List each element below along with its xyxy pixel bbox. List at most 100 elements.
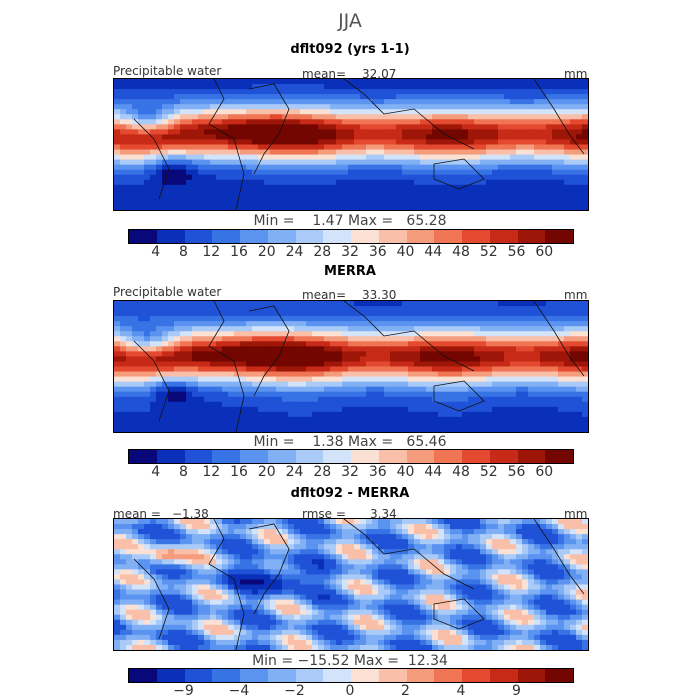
field-cell (114, 519, 121, 525)
field-cell (372, 119, 379, 125)
field-cell (558, 149, 565, 156)
field-cell (576, 189, 583, 196)
field-cell (354, 554, 361, 560)
field-cell (252, 84, 259, 90)
field-cell (342, 381, 349, 388)
field-cell (396, 326, 403, 332)
field-cell (252, 549, 259, 555)
field-cell (342, 549, 349, 555)
field-cell (168, 554, 175, 560)
field-cell (516, 194, 523, 201)
field-cell (318, 519, 325, 525)
field-cell (402, 301, 409, 307)
field-cell (534, 519, 541, 525)
field-cell (474, 534, 481, 540)
field-cell (462, 174, 469, 181)
field-cell (540, 184, 547, 191)
field-cell (216, 341, 223, 347)
field-cell (174, 564, 181, 570)
field-cell (174, 154, 181, 161)
field-cell (222, 184, 229, 191)
field-cell (126, 316, 133, 322)
field-cell (402, 386, 409, 393)
field-cell (570, 79, 577, 85)
field-cell (504, 366, 511, 373)
field-cell (174, 316, 181, 322)
field-cell (546, 421, 553, 428)
field-cell (324, 321, 331, 327)
field-cell (414, 371, 421, 378)
field-cell (450, 549, 457, 555)
field-cell (228, 114, 235, 120)
field-cell (468, 311, 475, 317)
field-cell (324, 301, 331, 307)
field-cell (240, 346, 247, 352)
field-cell (492, 184, 499, 191)
field-cell (540, 169, 547, 176)
field-cell (414, 534, 421, 540)
field-cell (330, 189, 337, 196)
field-cell (282, 559, 289, 565)
field-cell (150, 416, 157, 423)
field-cell (156, 381, 163, 388)
field-cell (450, 321, 457, 327)
field-cell (342, 401, 349, 408)
field-cell (252, 99, 259, 105)
field-cell (546, 386, 553, 393)
field-cell (318, 204, 325, 210)
field-cell (240, 544, 247, 550)
field-cell (330, 376, 337, 383)
field-cell (534, 376, 541, 383)
field-cell (534, 119, 541, 125)
field-cell (396, 426, 403, 432)
colorbar-swatch (184, 230, 213, 243)
field-cell (582, 519, 588, 525)
field-cell (480, 331, 487, 337)
field-cell (438, 534, 445, 540)
field-cell (354, 149, 361, 156)
field-cell (222, 529, 229, 535)
field-cell (198, 406, 205, 413)
field-cell (528, 396, 535, 403)
field-cell (558, 84, 565, 90)
field-cell (534, 396, 541, 403)
field-cell (582, 94, 588, 100)
field-cell (564, 109, 571, 115)
field-cell (132, 199, 139, 206)
field-cell (414, 189, 421, 196)
field-cell (552, 326, 559, 332)
field-cell (306, 356, 313, 363)
field-cell (210, 524, 217, 530)
field-cell (516, 174, 523, 181)
field-cell (540, 174, 547, 181)
field-cell (228, 396, 235, 403)
field-cell (450, 124, 457, 130)
field-cell (186, 544, 193, 550)
field-cell (282, 356, 289, 363)
field-cell (192, 149, 199, 156)
field-cell (168, 179, 175, 186)
field-cell (186, 554, 193, 560)
field-cell (192, 199, 199, 206)
field-cell (534, 391, 541, 398)
field-cell (366, 366, 373, 373)
field-cell (498, 134, 505, 141)
field-cell (174, 534, 181, 540)
field-cell (480, 109, 487, 115)
field-cell (546, 371, 553, 378)
field-cell (300, 199, 307, 206)
field-cell (420, 94, 427, 100)
field-cell (408, 311, 415, 317)
field-cell (210, 149, 217, 156)
field-cell (312, 376, 319, 383)
field-cell (534, 326, 541, 332)
field-cell (246, 356, 253, 363)
field-cell (186, 401, 193, 408)
field-cell (408, 426, 415, 432)
field-cell (462, 336, 469, 342)
field-cell (162, 154, 169, 161)
field-cell (420, 524, 427, 530)
field-cell (270, 194, 277, 201)
field-cell (252, 421, 259, 428)
field-cell (504, 376, 511, 383)
